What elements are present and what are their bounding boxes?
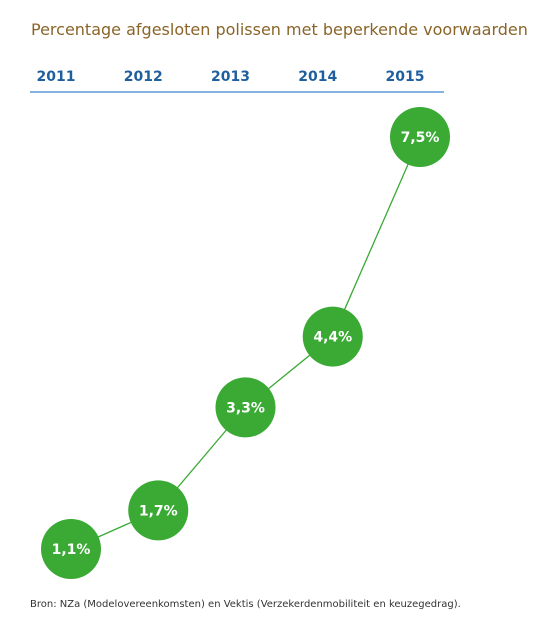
x-tick-label-2013: 2013 bbox=[211, 69, 250, 85]
data-point-2011 bbox=[41, 519, 101, 579]
data-label-2014: 4,4% bbox=[313, 330, 352, 346]
data-point-2012 bbox=[128, 480, 189, 541]
data-point-2015 bbox=[390, 107, 450, 167]
data-label-2011: 1,1% bbox=[52, 542, 91, 558]
x-axis-tick-labels: 2011 2012 2013 2014 2015 bbox=[37, 69, 425, 85]
source-note: Bron: NZa (Modelovereenkomsten) en Vekti… bbox=[30, 599, 461, 610]
data-label-2015: 7,5% bbox=[401, 130, 440, 146]
x-tick-label-2011: 2011 bbox=[37, 69, 76, 85]
data-point-2014 bbox=[302, 306, 363, 367]
x-tick-label-2015: 2015 bbox=[386, 69, 425, 85]
data-point-2013 bbox=[215, 377, 276, 438]
x-tick-label-2012: 2012 bbox=[124, 69, 163, 85]
chart-title: Percentage afgesloten polissen met beper… bbox=[31, 20, 528, 39]
connector-lines bbox=[70, 136, 421, 550]
connector-line-2014-2015 bbox=[332, 136, 421, 337]
data-label-2012: 1,7% bbox=[139, 503, 178, 519]
x-tick-label-2014: 2014 bbox=[298, 69, 337, 85]
data-markers: 1,1% 1,7% 3,3% 4,4% 7,5% bbox=[41, 107, 450, 579]
data-label-2013: 3,3% bbox=[226, 400, 265, 416]
